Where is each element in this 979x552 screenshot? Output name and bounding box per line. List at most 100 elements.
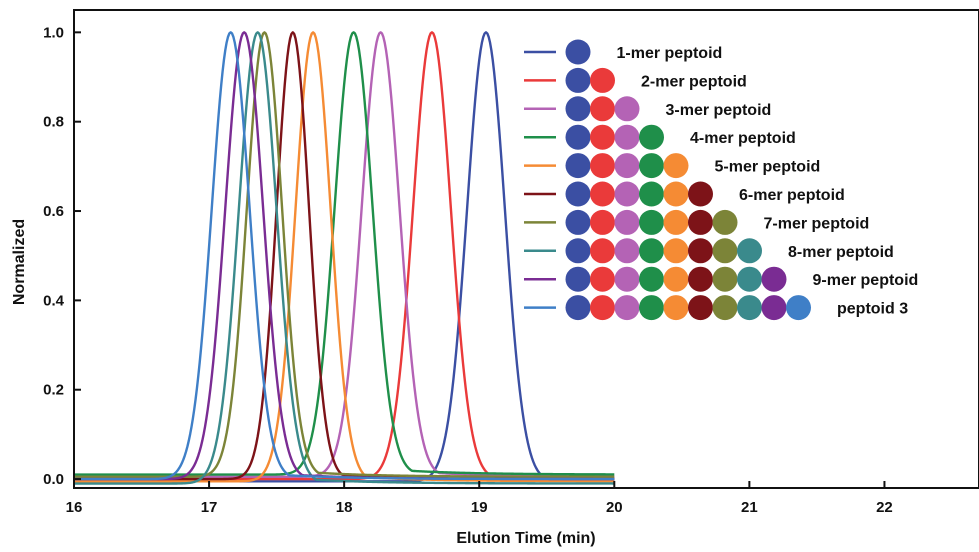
monomer-bead bbox=[590, 266, 615, 292]
monomer-bead bbox=[614, 295, 640, 321]
monomer-bead bbox=[688, 266, 713, 292]
legend-label: 3-mer peptoid bbox=[666, 102, 772, 119]
y-tick-label: 0.4 bbox=[43, 292, 65, 309]
monomer-bead bbox=[614, 124, 640, 150]
legend-item: 8-mer peptoid bbox=[524, 238, 894, 264]
series-line-5 bbox=[74, 31, 615, 483]
legend-item: 6-mer peptoid bbox=[524, 181, 845, 207]
series-line-7 bbox=[74, 31, 615, 479]
monomer-bead bbox=[565, 266, 591, 292]
monomer-bead bbox=[639, 209, 664, 235]
chart-legend: 1-mer peptoid 2-mer peptoid 3-mer peptoid 4… bbox=[524, 39, 918, 321]
y-axis-label: Normalized bbox=[11, 219, 28, 305]
legend-label: 6-mer peptoid bbox=[739, 187, 845, 204]
monomer-bead bbox=[565, 238, 591, 264]
monomer-bead bbox=[737, 295, 762, 321]
legend-label: 4-mer peptoid bbox=[690, 130, 796, 147]
monomer-bead bbox=[688, 181, 713, 207]
monomer-bead bbox=[565, 124, 591, 150]
monomer-bead bbox=[614, 96, 640, 122]
legend-label: peptoid 3 bbox=[837, 301, 908, 318]
y-tick-label: 0.8 bbox=[43, 114, 64, 131]
monomer-bead bbox=[712, 266, 738, 292]
monomer-bead bbox=[761, 295, 787, 321]
legend-item: 9-mer peptoid bbox=[524, 266, 918, 292]
legend-item: peptoid 3 bbox=[524, 295, 908, 321]
monomer-bead bbox=[565, 153, 591, 179]
monomer-bead bbox=[590, 124, 615, 150]
monomer-bead bbox=[688, 238, 713, 264]
monomer-bead bbox=[590, 295, 615, 321]
monomer-bead bbox=[590, 96, 615, 122]
monomer-bead bbox=[639, 295, 664, 321]
monomer-bead bbox=[663, 153, 689, 179]
plot-frame bbox=[73, 9, 979, 489]
legend-item: 5-mer peptoid bbox=[524, 153, 821, 179]
monomer-bead bbox=[688, 295, 713, 321]
y-tick-label: 1.0 bbox=[43, 24, 64, 41]
x-tick-label: 20 bbox=[606, 499, 623, 516]
monomer-bead bbox=[712, 295, 738, 321]
legend-item: 7-mer peptoid bbox=[524, 209, 870, 235]
series-line-3 bbox=[74, 31, 615, 479]
monomer-bead bbox=[639, 238, 664, 264]
monomer-bead bbox=[590, 67, 615, 93]
legend-item: 2-mer peptoid bbox=[524, 67, 747, 93]
monomer-bead bbox=[565, 39, 591, 65]
monomer-bead bbox=[737, 266, 762, 292]
monomer-bead bbox=[663, 181, 689, 207]
legend-label: 5-mer peptoid bbox=[715, 159, 821, 176]
monomer-bead bbox=[688, 209, 713, 235]
monomer-bead bbox=[712, 209, 738, 235]
monomer-bead bbox=[590, 153, 615, 179]
monomer-bead bbox=[614, 266, 640, 292]
monomer-bead bbox=[663, 295, 689, 321]
monomer-bead bbox=[614, 181, 640, 207]
x-axis-label: Elution Time (min) bbox=[456, 530, 595, 547]
series-line-4 bbox=[74, 31, 615, 476]
legend-label: 7-mer peptoid bbox=[764, 215, 870, 232]
monomer-bead bbox=[639, 181, 664, 207]
chart-series-group bbox=[74, 31, 615, 485]
monomer-bead bbox=[565, 96, 591, 122]
monomer-bead bbox=[786, 295, 811, 321]
monomer-bead bbox=[565, 67, 591, 93]
monomer-bead bbox=[614, 209, 640, 235]
monomer-bead bbox=[663, 238, 689, 264]
monomer-bead bbox=[614, 153, 640, 179]
x-tick-label: 17 bbox=[201, 499, 218, 516]
monomer-bead bbox=[639, 266, 664, 292]
legend-item: 1-mer peptoid bbox=[524, 39, 723, 65]
monomer-bead bbox=[639, 153, 664, 179]
monomer-bead bbox=[737, 238, 762, 264]
monomer-bead bbox=[663, 209, 689, 235]
monomer-bead bbox=[639, 124, 664, 150]
legend-item: 4-mer peptoid bbox=[524, 124, 796, 150]
legend-label: 8-mer peptoid bbox=[788, 244, 894, 261]
monomer-bead bbox=[565, 209, 591, 235]
monomer-bead bbox=[590, 238, 615, 264]
monomer-bead bbox=[590, 181, 615, 207]
legend-item: 3-mer peptoid bbox=[524, 96, 772, 122]
x-tick-label: 18 bbox=[336, 499, 353, 516]
monomer-bead bbox=[663, 266, 689, 292]
y-tick-label: 0.0 bbox=[43, 471, 64, 488]
monomer-bead bbox=[565, 181, 591, 207]
y-tick-label: 0.6 bbox=[43, 203, 64, 220]
x-tick-label: 22 bbox=[876, 499, 893, 516]
legend-label: 2-mer peptoid bbox=[641, 73, 747, 90]
monomer-bead bbox=[590, 209, 615, 235]
axis-ticks: 16 17 18 19 20 21 22 0.0 0.2 0.4 0.6 0.8 1.0 bbox=[43, 24, 893, 516]
series-line-8 bbox=[74, 31, 615, 485]
legend-label: 1-mer peptoid bbox=[617, 45, 723, 62]
monomer-bead bbox=[761, 266, 787, 292]
x-tick-label: 16 bbox=[66, 499, 83, 516]
monomer-bead bbox=[712, 238, 738, 264]
monomer-bead bbox=[614, 238, 640, 264]
x-tick-label: 21 bbox=[741, 499, 758, 516]
y-tick-label: 0.2 bbox=[43, 382, 64, 399]
monomer-bead bbox=[565, 295, 591, 321]
series-line-10 bbox=[74, 31, 615, 481]
x-tick-label: 19 bbox=[471, 499, 488, 516]
